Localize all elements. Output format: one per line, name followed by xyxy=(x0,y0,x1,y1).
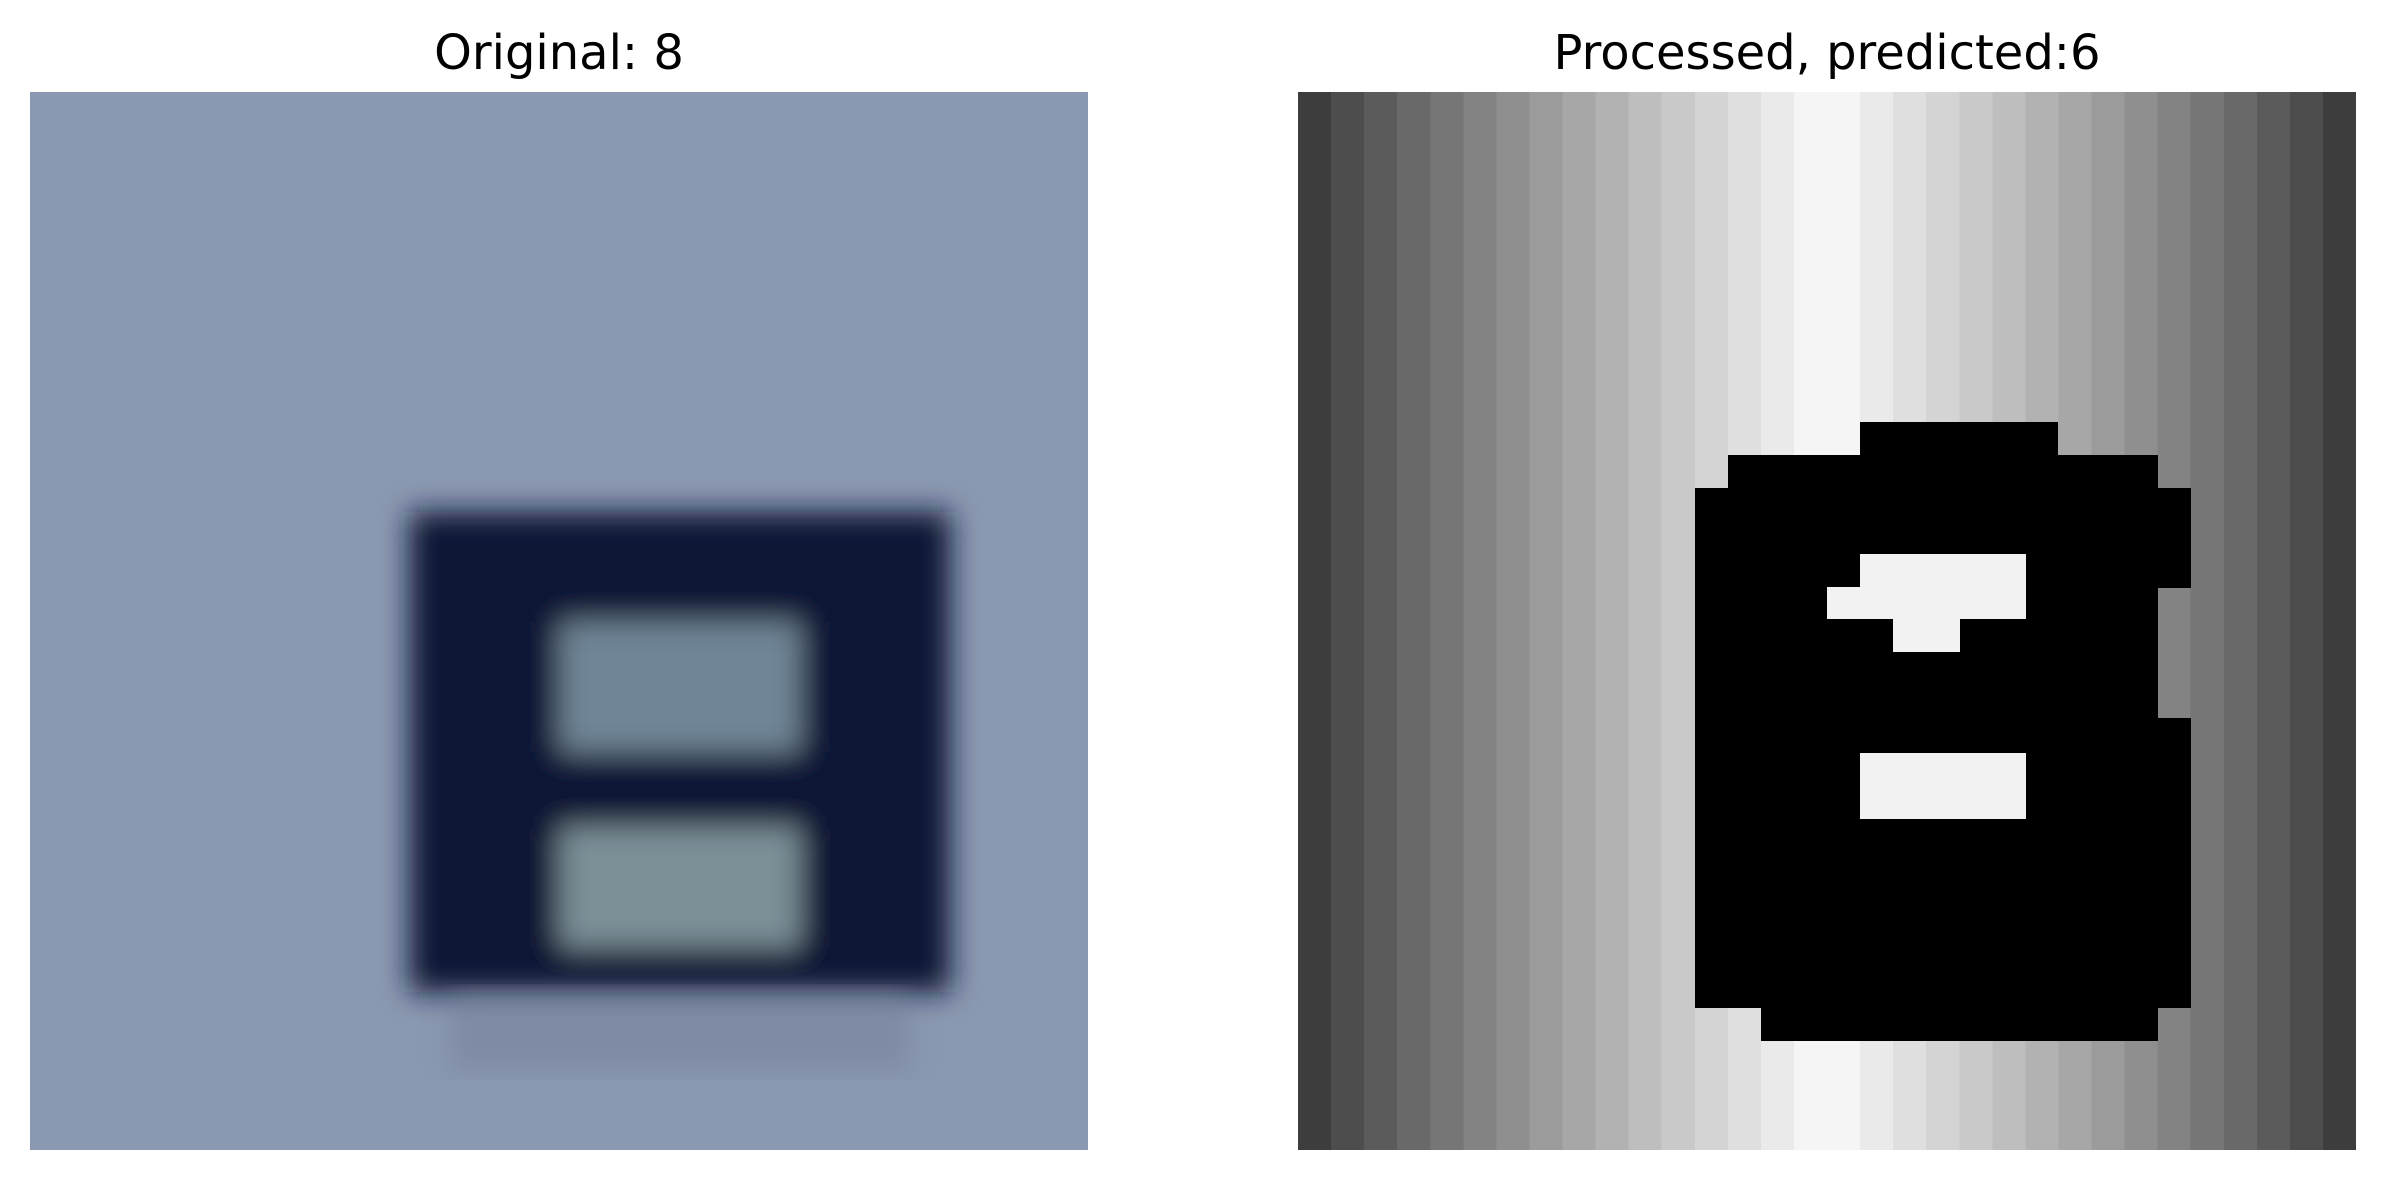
gradient-stripe xyxy=(1298,92,1332,1150)
original-digit-shadow xyxy=(450,992,910,1072)
gradient-stripe xyxy=(1596,92,1630,1150)
gradient-stripe xyxy=(1529,92,1563,1150)
gradient-stripe xyxy=(2224,92,2258,1150)
gradient-stripe xyxy=(2323,92,2356,1150)
original-digit-eight xyxy=(410,512,950,992)
gradient-stripe xyxy=(1397,92,1431,1150)
gradient-stripe xyxy=(2257,92,2291,1150)
processed-digit-image xyxy=(1298,92,2356,1150)
original-digit-image xyxy=(30,92,1088,1150)
gradient-stripe xyxy=(2290,92,2324,1150)
gradient-stripe xyxy=(1364,92,1398,1150)
gradient-stripe xyxy=(1662,92,1696,1150)
processed-panel-title: Processed, predicted:6 xyxy=(1298,18,2356,88)
gradient-stripe xyxy=(1463,92,1497,1150)
gradient-stripe xyxy=(2191,92,2225,1150)
gradient-stripe xyxy=(1430,92,1464,1150)
gradient-stripe xyxy=(1563,92,1597,1150)
gradient-stripe xyxy=(1496,92,1530,1150)
gradient-stripe xyxy=(1629,92,1663,1150)
processed-digit-eight xyxy=(1695,422,2191,1041)
gradient-stripe xyxy=(1331,92,1365,1150)
original-panel-title: Original: 8 xyxy=(30,18,1088,88)
